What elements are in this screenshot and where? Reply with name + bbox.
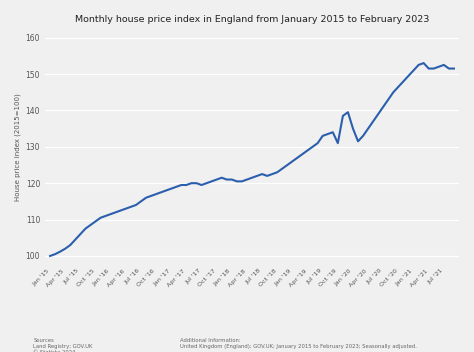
Y-axis label: House price index (2015=100): House price index (2015=100) xyxy=(15,93,21,201)
Text: Additional Information:
United Kingdom (England); GOV.UK; January 2015 to Februa: Additional Information: United Kingdom (… xyxy=(180,338,417,349)
Title: Monthly house price index in England from January 2015 to February 2023: Monthly house price index in England fro… xyxy=(75,15,429,24)
Text: Sources
Land Registry; GOV.UK
© Statista 2024: Sources Land Registry; GOV.UK © Statista… xyxy=(33,338,92,352)
